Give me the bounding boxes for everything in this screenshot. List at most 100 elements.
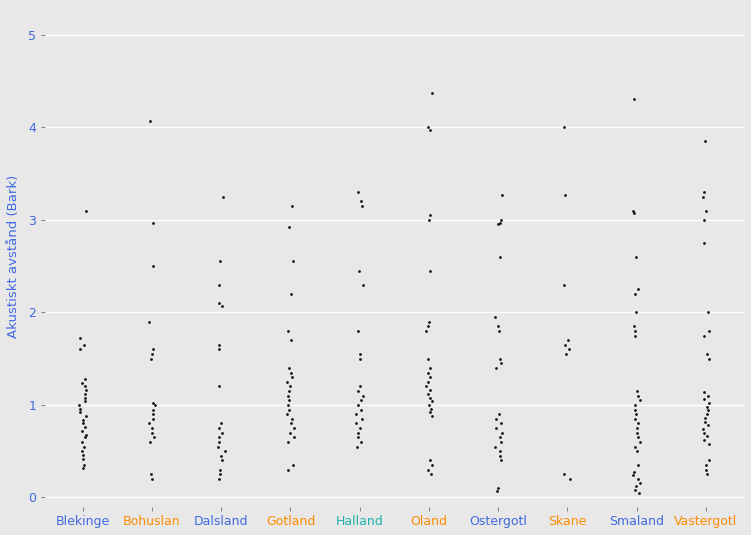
Point [493,447,505,455]
Point [283,406,295,414]
Point [631,429,643,437]
Point [354,350,366,358]
Point [80,430,92,439]
Point [352,387,364,395]
Point [77,463,89,472]
Point [697,193,709,201]
Point [351,429,363,437]
Point [563,345,575,354]
Point [493,433,505,441]
Point [698,388,710,396]
Point [627,207,639,215]
Point [629,326,641,335]
Point [282,465,294,474]
Point [216,429,228,437]
Point [492,220,504,229]
Point [146,415,158,423]
Point [144,438,156,446]
Point [74,401,86,409]
Point [701,350,713,358]
Point [559,340,572,349]
Point [632,285,644,294]
Point [559,190,572,199]
Point [351,442,363,451]
Point [145,354,157,363]
Point [492,484,504,493]
Point [147,218,159,227]
Point [423,401,435,409]
Point [701,402,713,411]
Point [421,368,433,377]
Point [356,415,368,423]
Point [424,386,436,394]
Point [703,326,715,335]
Point [148,433,160,441]
Point [495,216,507,224]
Point [213,438,225,446]
Point [355,438,367,446]
Point [426,461,438,469]
Point [357,280,369,289]
Point [700,207,712,215]
Point [494,452,506,460]
Point [630,410,642,418]
Point [146,470,158,479]
Point [493,326,505,335]
Point [288,433,300,441]
Point [629,482,641,491]
Point [146,410,158,418]
Point [286,415,298,423]
Point [350,410,362,418]
Point [631,387,643,395]
Point [701,410,713,418]
Point [213,433,225,441]
Point [287,461,299,469]
Point [351,419,363,427]
Point [424,216,436,224]
Point [700,461,712,469]
Point [629,486,641,494]
Point [701,421,713,430]
Point [213,424,225,432]
Point [143,317,155,326]
Point [80,389,92,398]
Point [146,406,158,414]
Point [421,322,433,331]
Point [699,414,711,422]
Point [283,387,295,395]
Point [490,415,502,423]
Point [698,239,710,247]
Point [490,442,502,451]
Point [562,336,574,345]
Point [424,317,436,326]
Point [355,396,367,404]
Point [422,465,434,474]
Point [74,345,86,354]
Point [423,354,435,363]
Point [426,397,438,406]
Point [282,392,294,400]
Point [632,447,644,455]
Point [147,399,159,407]
Point [76,426,88,435]
Y-axis label: Akustiskt avstånd (Bark): Akustiskt avstånd (Bark) [7,175,20,339]
Point [213,442,225,451]
Point [634,396,646,404]
Point [703,354,715,363]
Point [698,417,710,426]
Point [698,216,710,224]
Point [282,378,294,386]
Point [352,401,364,409]
Point [80,412,92,421]
Point [282,401,294,409]
Point [632,461,644,469]
Point [77,419,89,427]
Point [285,419,297,427]
Point [629,415,641,423]
Point [213,280,225,289]
Point [490,364,502,372]
Point [699,137,711,146]
Point [79,382,91,391]
Point [698,429,710,437]
Point [74,334,86,342]
